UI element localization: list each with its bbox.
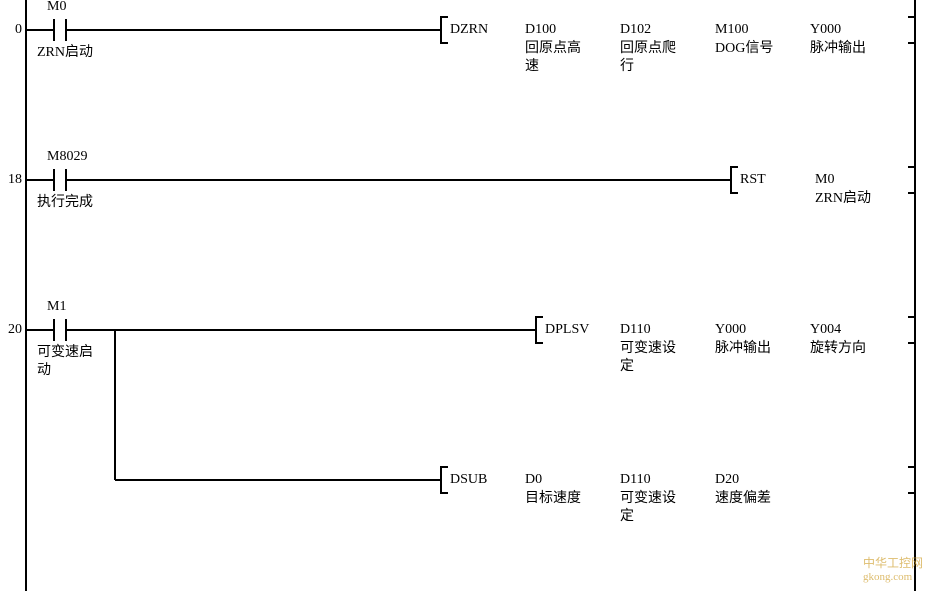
operand-desc: DOG信号 <box>715 40 773 58</box>
operand-addr: M0 <box>815 171 834 189</box>
wire <box>75 329 535 331</box>
instr-op: DZRN <box>450 21 488 39</box>
operand-desc: 旋转方向 <box>810 340 866 358</box>
contact <box>45 19 75 41</box>
operand-addr: Y000 <box>715 321 746 339</box>
operand-addr: D110 <box>620 321 651 339</box>
instr-bracket-right <box>908 466 916 494</box>
operand-desc: 回原点高 速 <box>525 40 581 76</box>
contact-addr: M1 <box>47 298 66 316</box>
contact-desc: ZRN启动 <box>37 44 93 62</box>
step-number: 20 <box>0 322 22 338</box>
operand-addr: Y000 <box>810 21 841 39</box>
instr-bracket-left <box>730 166 738 194</box>
contact <box>45 319 75 341</box>
contact-addr: M8029 <box>47 148 87 166</box>
contact-addr: M0 <box>47 0 66 16</box>
operand-addr: D110 <box>620 471 651 489</box>
wire <box>75 179 730 181</box>
instr-bracket-left <box>440 466 448 494</box>
operand-addr: D102 <box>620 21 651 39</box>
left-rail <box>25 0 27 591</box>
contact <box>45 169 75 191</box>
step-number: 18 <box>0 172 22 188</box>
operand-addr: D100 <box>525 21 556 39</box>
operand-desc: ZRN启动 <box>815 190 871 208</box>
operand-desc: 脉冲输出 <box>810 40 866 58</box>
instr-op: DSUB <box>450 471 487 489</box>
instr-bracket-right <box>908 166 916 194</box>
contact-desc: 执行完成 <box>37 194 93 212</box>
instr-bracket-left <box>535 316 543 344</box>
wire <box>75 29 440 31</box>
instr-op: DPLSV <box>545 321 589 339</box>
watermark: 中华工控网 gkong.com <box>863 554 923 583</box>
operand-addr: D20 <box>715 471 739 489</box>
operand-addr: D0 <box>525 471 542 489</box>
instr-bracket-left <box>440 16 448 44</box>
instr-op: RST <box>740 171 766 189</box>
operand-desc: 脉冲输出 <box>715 340 771 358</box>
operand-addr: M100 <box>715 21 748 39</box>
instr-bracket-right <box>908 316 916 344</box>
operand-desc: 可变速设 定 <box>620 490 676 526</box>
watermark-cn: 中华工控网 <box>863 554 923 571</box>
contact-desc: 可变速启 动 <box>37 344 93 380</box>
step-number: 0 <box>0 22 22 38</box>
right-rail <box>914 0 916 591</box>
operand-desc: 目标速度 <box>525 490 581 508</box>
operand-desc: 速度偏差 <box>715 490 771 508</box>
wire <box>114 330 116 480</box>
operand-desc: 回原点爬 行 <box>620 40 676 76</box>
wire <box>25 29 45 31</box>
operand-desc: 可变速设 定 <box>620 340 676 376</box>
ladder-diagram: 0M0ZRN启动DZRND100回原点高 速D102回原点爬 行M100DOG信… <box>10 0 920 591</box>
operand-addr: Y004 <box>810 321 841 339</box>
wire <box>25 329 45 331</box>
wire <box>115 479 440 481</box>
watermark-en: gkong.com <box>863 571 923 583</box>
instr-bracket-right <box>908 16 916 44</box>
wire <box>25 179 45 181</box>
